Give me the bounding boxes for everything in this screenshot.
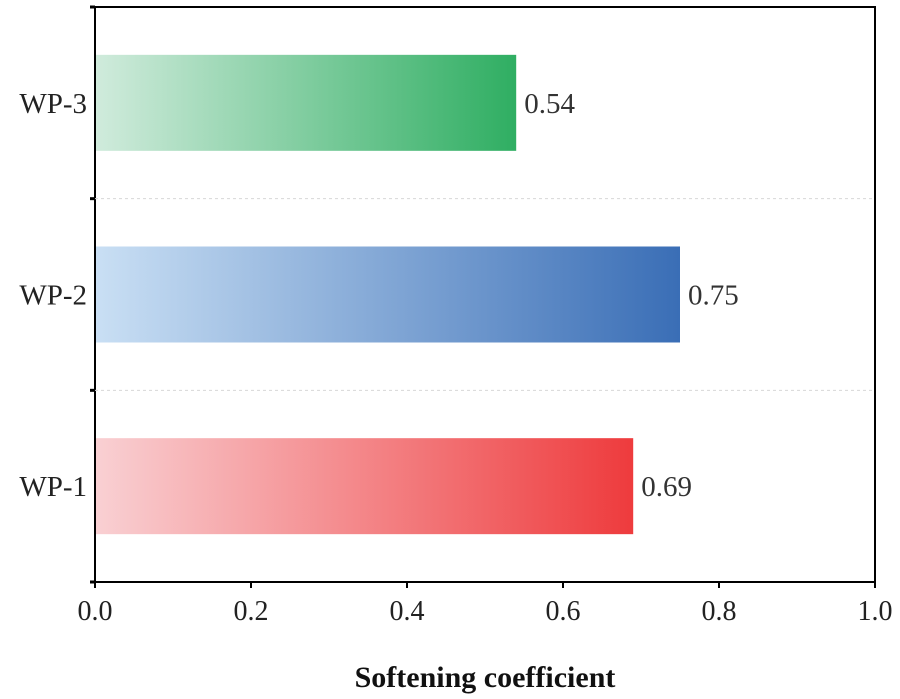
value-label-wp-3: 0.54 <box>524 88 575 120</box>
y-axis-ticks: WP-1 WP-2 WP-3 <box>19 5 95 584</box>
y-tick-label-wp-2: WP-2 <box>19 280 87 312</box>
bars <box>96 54 680 535</box>
x-tick-label: 0.4 <box>390 596 425 627</box>
y-tick-label-wp-1: WP-1 <box>19 471 87 503</box>
grid-lines <box>95 198 875 391</box>
value-label-wp-2: 0.75 <box>688 280 739 312</box>
bar-wp-3 <box>96 54 517 151</box>
x-tick-label: 0.0 <box>78 596 113 627</box>
x-tick-label: 0.6 <box>546 596 581 627</box>
x-axis-title: Softening coefficient <box>355 661 616 694</box>
value-labels: 0.69 0.75 0.54 <box>524 88 739 503</box>
x-tick-label: 1.0 <box>858 596 893 627</box>
x-tick-label: 0.2 <box>234 596 269 627</box>
x-axis-ticks: 0.0 0.2 0.4 0.6 0.8 1.0 <box>78 582 893 627</box>
value-label-wp-1: 0.69 <box>641 471 692 503</box>
x-tick-label: 0.8 <box>702 596 737 627</box>
plot-frame <box>94 6 876 583</box>
y-tick-label-wp-3: WP-3 <box>19 88 87 120</box>
bar-wp-2 <box>96 246 680 343</box>
bar-wp-1 <box>96 438 634 535</box>
